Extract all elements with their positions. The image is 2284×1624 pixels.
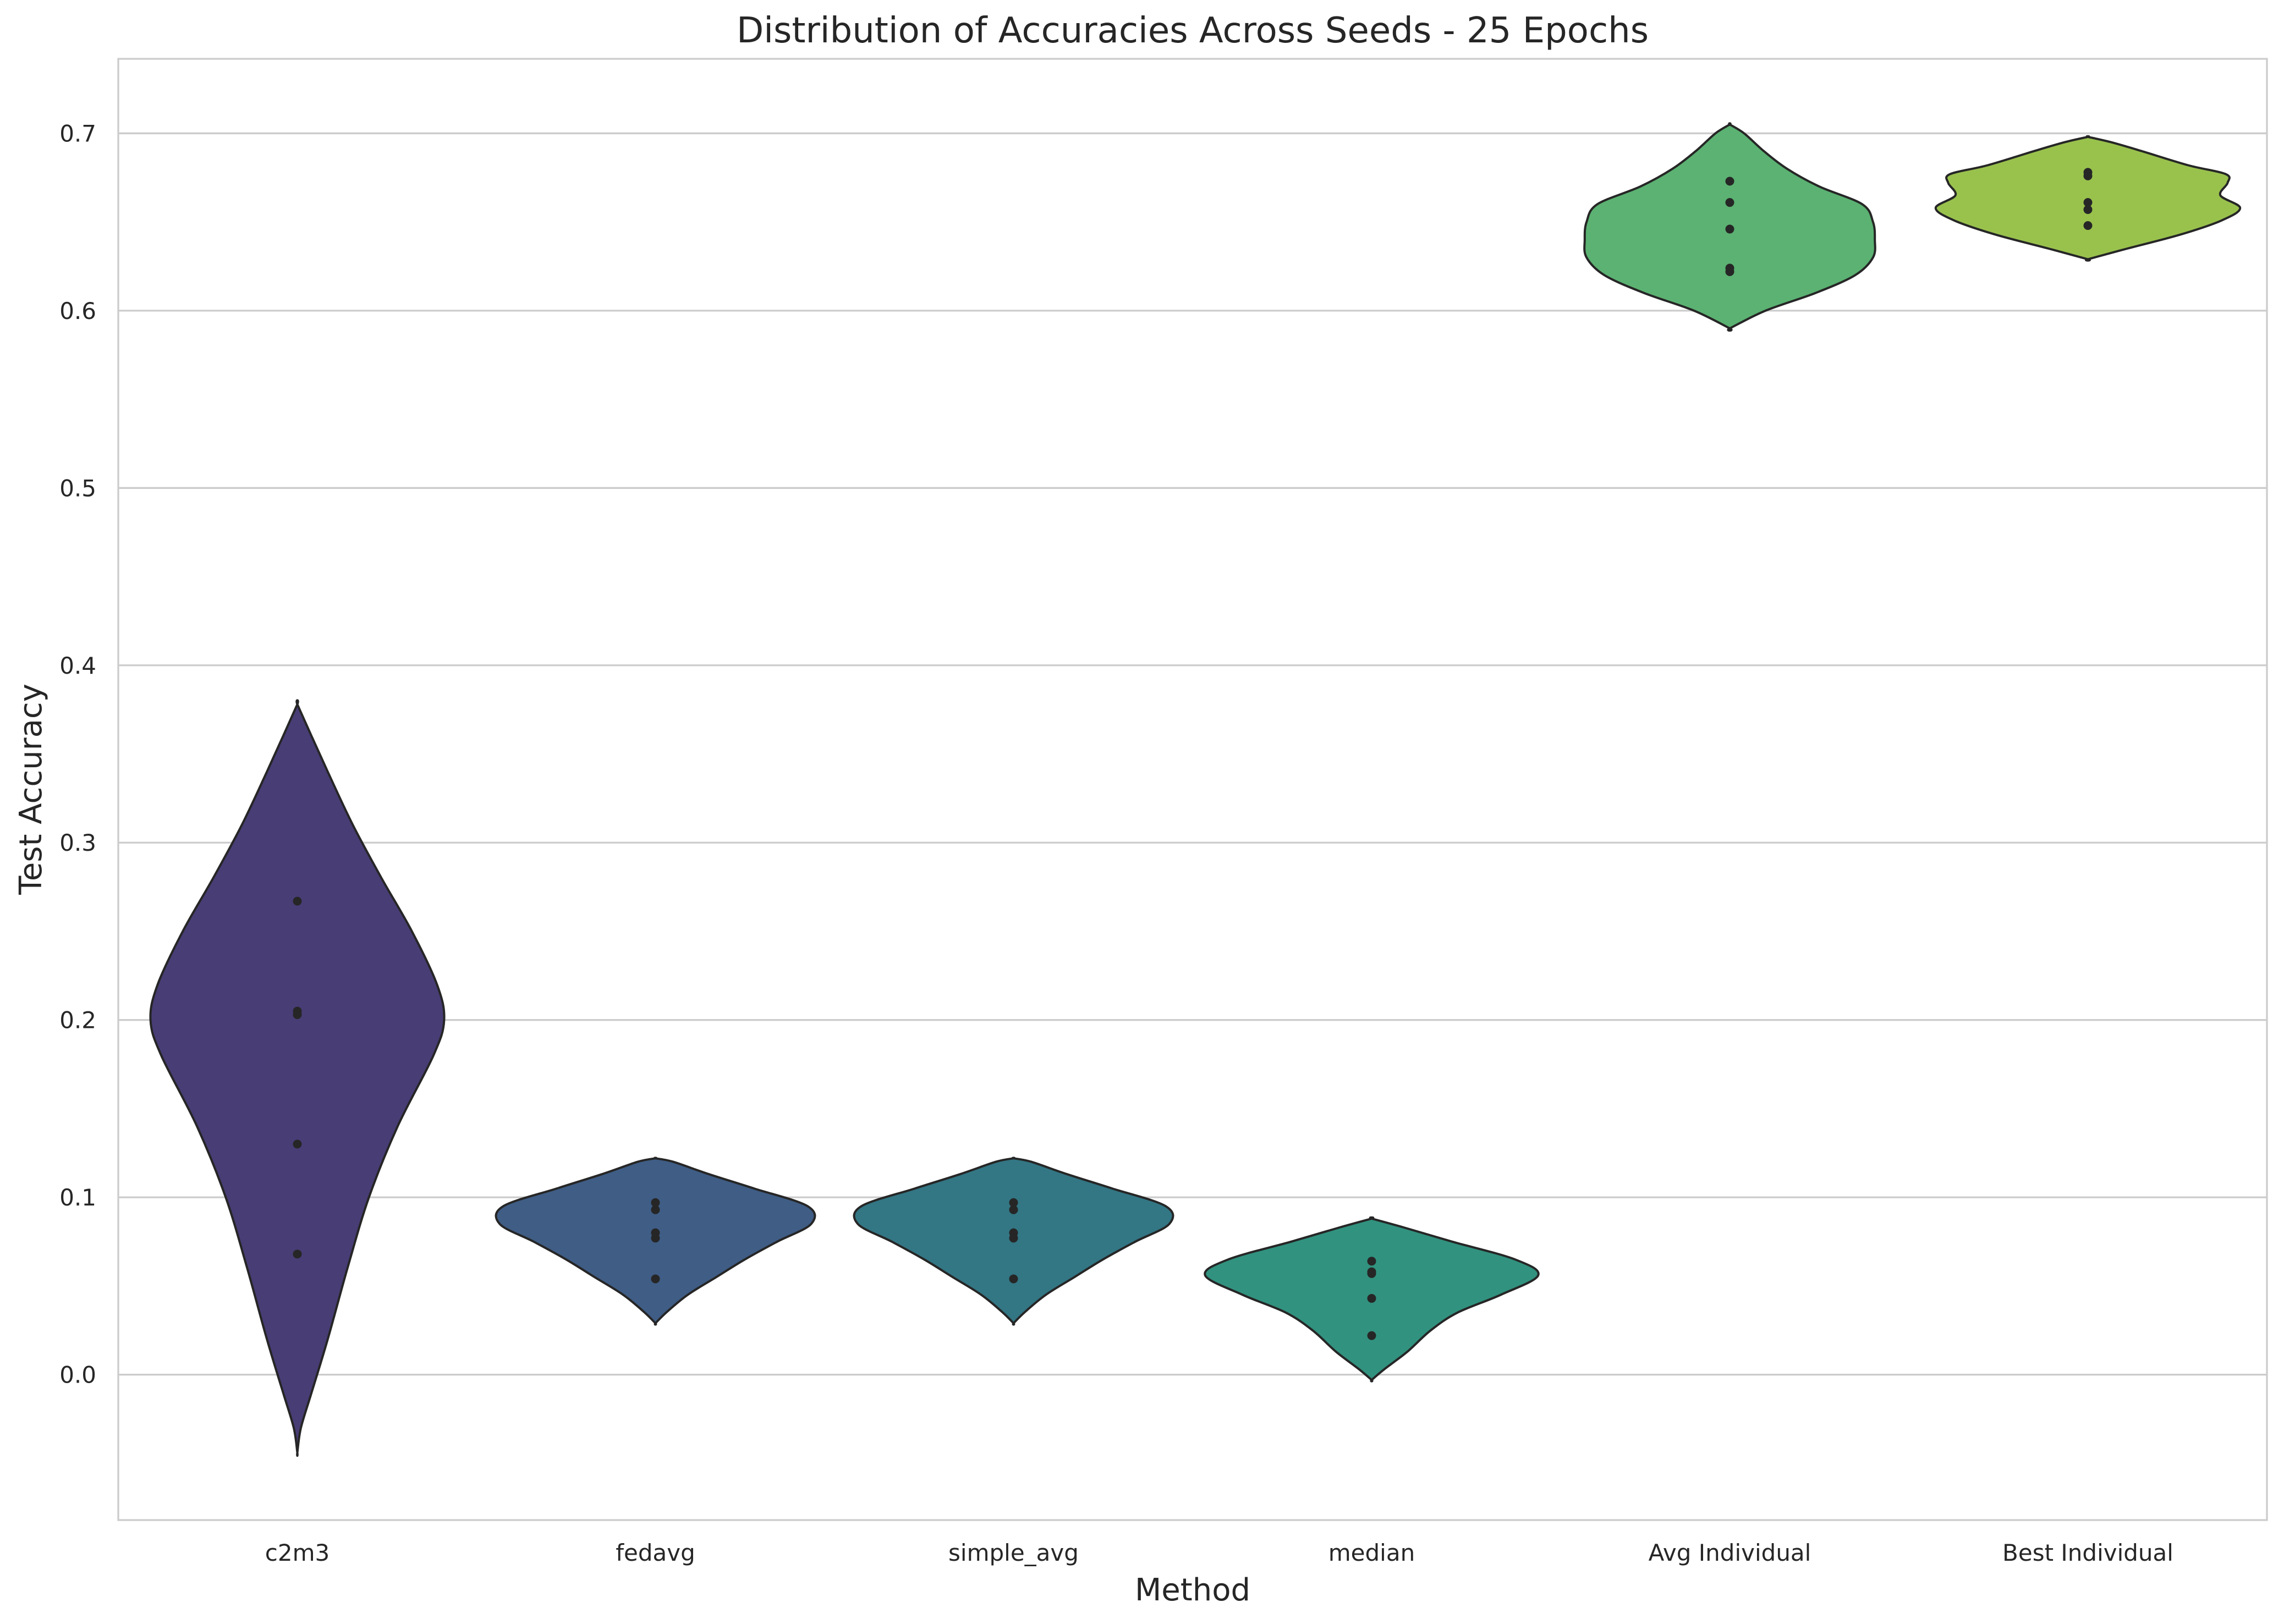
seed-point	[1725, 177, 1734, 186]
seed-point	[651, 1205, 660, 1214]
y-tick-label: 0.1	[59, 1184, 96, 1211]
seed-point	[1009, 1234, 1018, 1243]
seed-point	[293, 1010, 302, 1020]
seed-point	[1367, 1293, 1376, 1303]
seed-point	[1367, 1257, 1376, 1266]
seed-point	[293, 1139, 302, 1149]
seed-point	[2083, 198, 2093, 207]
grid-lines	[118, 132, 2267, 1376]
seed-point	[1725, 224, 1734, 234]
seed-point	[293, 896, 302, 906]
y-tick-label: 0.6	[59, 298, 96, 324]
x-tick-label: c2m3	[265, 1539, 330, 1566]
chart-title: Distribution of Accuracies Across Seeds …	[737, 10, 1649, 51]
x-tick-label: Avg Individual	[1649, 1539, 1811, 1566]
y-tick-labels: 0.0 0.1 0.2 0.3 0.4 0.5 0.6 0.7	[59, 120, 96, 1388]
x-tick-label: fedavg	[616, 1539, 695, 1566]
violin-c2m3	[149, 699, 446, 1457]
seed-point	[1725, 267, 1734, 276]
violins	[149, 122, 2242, 1457]
seed-point	[2083, 205, 2093, 214]
seed-point	[1009, 1274, 1018, 1284]
y-tick-label: 0.2	[59, 1007, 96, 1034]
x-tick-labels: c2m3 fedavg simple_avg median Avg Individual…	[265, 1539, 2173, 1566]
seed-point	[1009, 1198, 1018, 1207]
x-axis-label: Method	[1135, 1572, 1250, 1608]
seed-point	[1725, 198, 1734, 207]
seed-points	[293, 168, 2093, 1340]
x-tick-label: simple_avg	[948, 1539, 1079, 1566]
plot-frame	[117, 58, 2268, 1521]
y-axis-label: Test Accuracy	[13, 684, 49, 895]
y-tick-label: 0.3	[59, 829, 96, 856]
seed-point	[2083, 171, 2093, 180]
seed-point	[651, 1274, 660, 1284]
x-tick-label: Best Individual	[2002, 1539, 2173, 1566]
seed-point	[651, 1198, 660, 1207]
seed-point	[2083, 221, 2093, 230]
seed-point	[651, 1234, 660, 1243]
x-tick-label: median	[1328, 1539, 1415, 1566]
y-tick-label: 0.7	[59, 120, 96, 147]
y-tick-label: 0.0	[59, 1362, 96, 1389]
y-tick-label: 0.5	[59, 475, 96, 502]
y-tick-label: 0.4	[59, 652, 96, 679]
seed-point	[1009, 1205, 1018, 1214]
seed-point	[293, 1249, 302, 1259]
seed-point	[1367, 1331, 1376, 1340]
seed-point	[1367, 1269, 1376, 1278]
